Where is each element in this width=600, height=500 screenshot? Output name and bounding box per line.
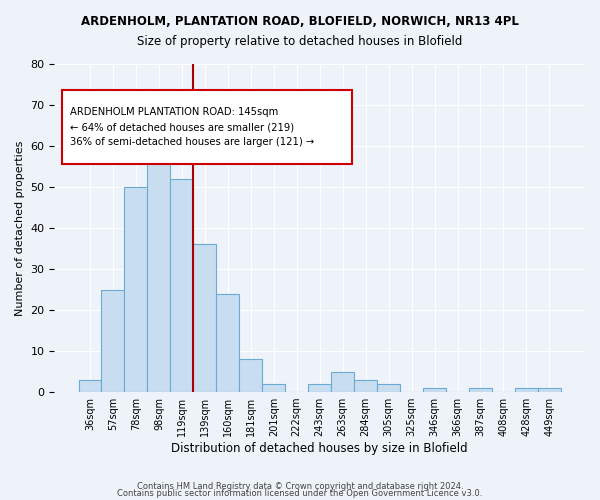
Bar: [262, 384, 285, 392]
Bar: [124, 187, 148, 392]
Bar: [79, 380, 101, 392]
Bar: [377, 384, 400, 392]
X-axis label: Distribution of detached houses by size in Blofield: Distribution of detached houses by size …: [172, 442, 468, 455]
Text: Contains HM Land Registry data © Crown copyright and database right 2024.: Contains HM Land Registry data © Crown c…: [137, 482, 463, 491]
Bar: [193, 244, 217, 392]
Bar: [101, 290, 124, 392]
FancyBboxPatch shape: [62, 90, 352, 164]
Text: ARDENHOLM, PLANTATION ROAD, BLOFIELD, NORWICH, NR13 4PL: ARDENHOLM, PLANTATION ROAD, BLOFIELD, NO…: [81, 15, 519, 28]
Bar: [354, 380, 377, 392]
Text: ARDENHOLM PLANTATION ROAD: 145sqm
← 64% of detached houses are smaller (219)
36%: ARDENHOLM PLANTATION ROAD: 145sqm ← 64% …: [70, 108, 314, 147]
Bar: [423, 388, 446, 392]
Bar: [515, 388, 538, 392]
Bar: [148, 126, 170, 392]
Text: Contains public sector information licensed under the Open Government Licence v3: Contains public sector information licen…: [118, 490, 482, 498]
Bar: [331, 372, 354, 392]
Text: Size of property relative to detached houses in Blofield: Size of property relative to detached ho…: [137, 35, 463, 48]
Bar: [538, 388, 561, 392]
Bar: [469, 388, 492, 392]
Bar: [239, 360, 262, 392]
Bar: [170, 179, 193, 392]
Y-axis label: Number of detached properties: Number of detached properties: [15, 140, 25, 316]
Bar: [217, 294, 239, 392]
Bar: [308, 384, 331, 392]
